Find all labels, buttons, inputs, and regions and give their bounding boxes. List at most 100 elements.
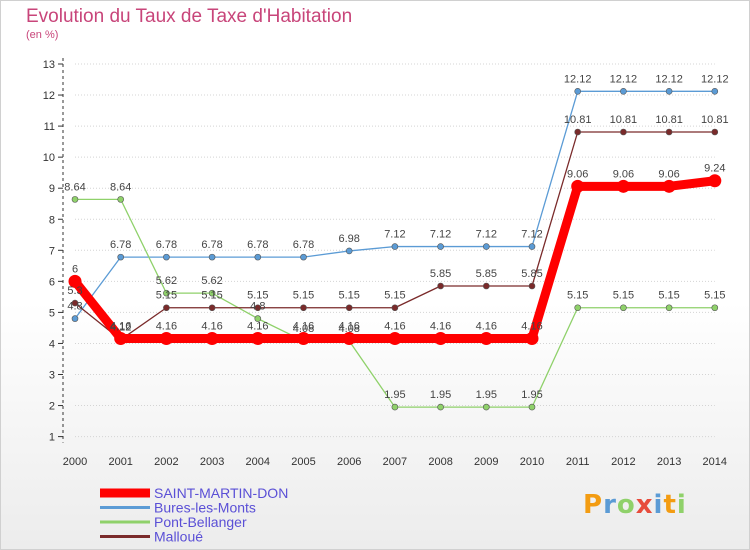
x-tick-label: 2007 [383,456,407,468]
x-tick-label: 2003 [200,456,224,468]
x-tick-label: 2009 [474,456,498,468]
data-label: 5.15 [704,290,725,302]
data-label: 4.16 [156,320,177,332]
data-label: 1.95 [476,389,497,401]
y-tick-label: 4 [49,338,55,350]
data-label: 6.98 [338,233,359,245]
data-point [574,88,582,95]
x-tick-label: 2010 [520,456,544,468]
y-tick-label: 8 [49,214,55,226]
data-label: 6.78 [247,239,268,251]
data-point [620,304,627,312]
data-point [437,403,444,411]
x-tick-label: 2006 [337,456,361,468]
data-label: 8.64 [110,181,131,193]
y-tick-label: 11 [44,121,55,133]
proxiti-logo: Proxiti [583,490,687,520]
data-point [345,304,353,312]
data-label: 4.16 [338,320,359,332]
y-tick-label: 6 [49,276,55,288]
data-label: 5.85 [476,268,497,280]
data-point [251,331,265,345]
data-label: 4.16 [476,320,497,332]
data-point [662,179,676,193]
data-label: 7.12 [430,229,451,241]
data-point [391,304,399,312]
data-label: 9.06 [613,168,634,180]
x-tick-label: 2014 [703,456,727,468]
data-label: 5.85 [521,268,542,280]
data-label: 1.95 [384,389,405,401]
logo-letter: x [635,490,654,520]
legend-entry: SAINT-MARTIN-DON [154,485,288,501]
data-label: 5.15 [384,290,405,302]
unit-label: (en %) [26,29,59,41]
data-point [208,289,216,297]
legend-entry: Pont-Bellanger [154,514,247,530]
data-point [300,304,307,312]
data-point [711,128,719,136]
data-label: 1.95 [430,389,451,401]
data-label: 5.85 [430,268,451,280]
legend-entry: Malloué [154,529,203,545]
data-point [574,128,582,136]
data-point [71,299,79,307]
data-point [620,88,627,95]
data-point [525,331,539,345]
data-label: 12.12 [655,73,683,85]
data-point [300,253,307,261]
data-label: 4.16 [521,320,542,332]
data-point [68,274,82,288]
data-label: 10.81 [655,114,683,126]
data-point [620,128,627,136]
data-label: 4.16 [430,320,451,332]
logo-letter: o [616,490,636,520]
data-label: 5.3 [67,285,82,297]
data-point [208,304,216,312]
data-label: 12.12 [564,73,592,85]
data-label: 4.8 [250,301,265,313]
data-label: 10.81 [564,114,592,126]
data-label: 5.15 [247,290,268,302]
data-point [574,304,582,312]
data-point [71,196,79,203]
data-point [665,128,673,136]
data-point [482,282,490,290]
data-label: 7.12 [521,229,542,241]
data-point [528,243,536,250]
data-label: 5.62 [201,275,222,287]
data-label: 6.78 [110,239,131,251]
data-point [297,331,310,345]
data-point [528,282,536,290]
y-tick-label: 9 [49,183,55,195]
data-label: 1.95 [521,389,542,401]
data-point [345,247,353,255]
data-point [71,315,79,322]
data-point [254,304,262,312]
data-label: 5.15 [338,290,359,302]
data-point [437,282,444,290]
data-point [711,88,719,95]
logo-letter: t [663,490,677,520]
series-lines [68,88,722,411]
data-label: 12.12 [610,73,638,85]
data-label: 6.78 [293,239,314,251]
data-point [254,253,262,261]
data-point [571,179,585,193]
y-tick-label: 3 [49,370,55,382]
data-point [434,331,448,345]
data-label: 4.16 [201,320,222,332]
data-point [391,243,399,250]
data-point [391,403,399,411]
data-label: 9.06 [658,168,679,180]
x-tick-label: 2011 [566,456,590,468]
data-point [205,331,219,345]
data-label: 9.06 [567,168,588,180]
data-label: 7.12 [384,229,405,241]
data-point [482,243,490,250]
data-label: 6 [72,263,78,275]
x-tick-label: 2004 [246,456,270,468]
data-point [117,196,124,203]
